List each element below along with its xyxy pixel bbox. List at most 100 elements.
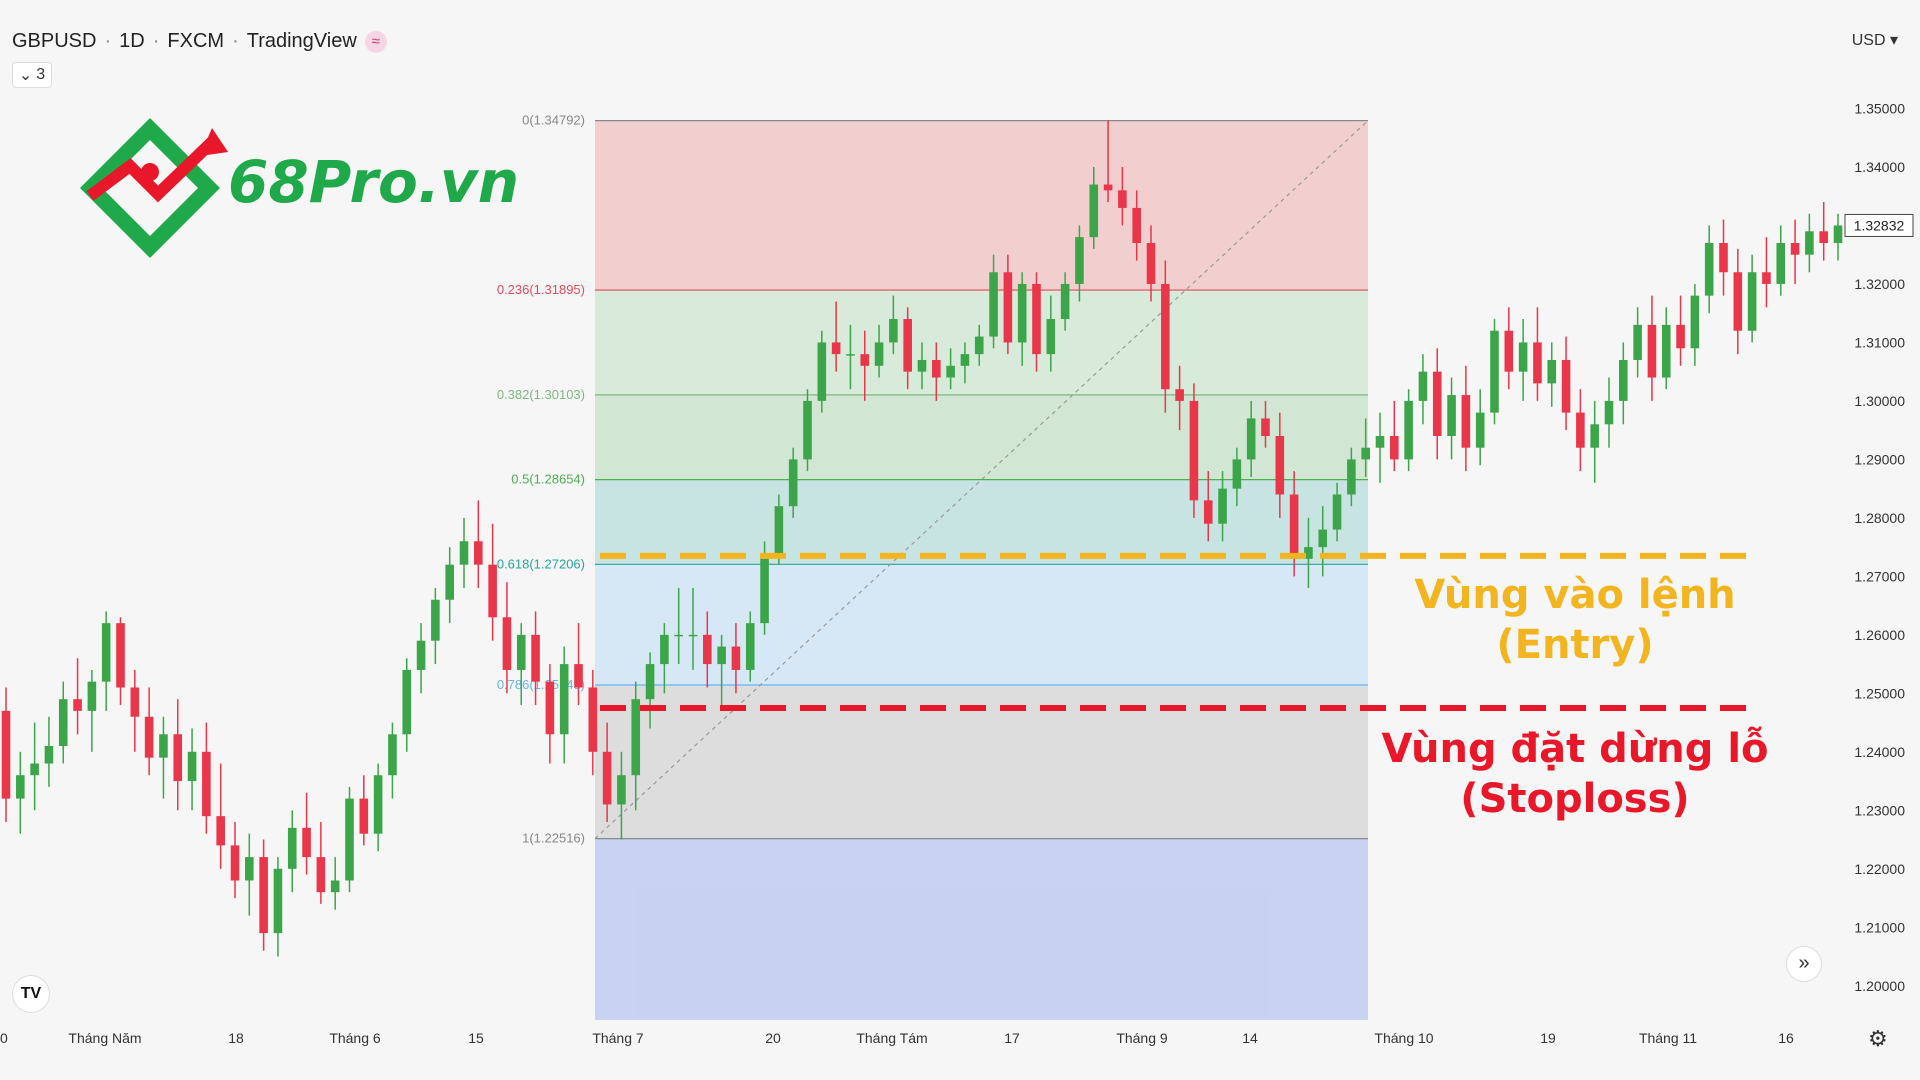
entry-line1: Vùng vào lệnh (1414, 572, 1736, 618)
time-tick-label: 15 (468, 1030, 484, 1046)
candle-body (903, 319, 912, 372)
candle-body (1261, 418, 1270, 436)
candle-body (1075, 237, 1084, 284)
candle-body (230, 845, 240, 881)
candle-body (1003, 272, 1013, 343)
candle-body (803, 400, 812, 460)
entry-line2: (Entry) (1496, 622, 1654, 668)
fib-level-label: 0.382(1.30103) (497, 387, 585, 402)
tradingview-logo-icon[interactable]: TV (12, 975, 50, 1013)
price-tick-label: 1.32000 (1854, 276, 1905, 292)
candle-body (101, 623, 111, 682)
current-price-label: 1.32832 (1854, 217, 1905, 233)
candle-body (874, 342, 884, 366)
candle-body (1361, 447, 1370, 460)
candle-body (1189, 400, 1199, 501)
candle-body (1704, 243, 1714, 296)
candle-body (960, 354, 970, 366)
fib-level-label: 0.236(1.31895) (497, 282, 585, 297)
candle-body (1390, 436, 1399, 460)
scroll-to-realtime-button[interactable]: » (1786, 946, 1822, 982)
price-tick-label: 1.28000 (1854, 510, 1905, 526)
fib-zone (595, 120, 1368, 291)
candle-body (516, 634, 526, 670)
candle-body (58, 699, 68, 746)
wave-icon[interactable]: ≈ (364, 30, 387, 53)
candle-body (974, 336, 984, 355)
candle-body (1776, 243, 1786, 284)
candle-body (1690, 295, 1700, 349)
candle-body (87, 681, 97, 711)
candle-body (846, 354, 855, 356)
fib-level-label: 0.5(1.28654) (511, 472, 585, 487)
candle-body (1275, 436, 1285, 495)
chevron-down-icon: ⌄ (18, 67, 33, 84)
fibonacci-retracement[interactable]: 0(1.34792) 0.236(1.31895) 0.382(1.30103) 0.… (497, 113, 1369, 1020)
gear-icon[interactable]: ⚙ (1868, 1026, 1888, 1051)
candle-body (1733, 272, 1743, 331)
time-tick-label: Tháng 11 (1639, 1030, 1697, 1046)
candle-body (1161, 283, 1170, 390)
candle-body (1547, 359, 1557, 384)
candle-body (1590, 424, 1599, 448)
candle-body (1490, 330, 1499, 413)
time-tick-label: Tháng Năm (68, 1030, 141, 1046)
candle-body (1218, 488, 1227, 524)
candle-body (631, 699, 641, 776)
candle-body (116, 623, 125, 688)
candle-body (459, 541, 469, 565)
time-tick-label: Tháng 10 (1374, 1030, 1433, 1046)
candle-body (545, 681, 555, 735)
indicator-collapse-button[interactable]: ⌄ 3 (12, 62, 52, 88)
candle-body (345, 798, 354, 881)
broker-label: FXCM (167, 30, 225, 52)
candle-body (373, 775, 383, 834)
candle-body (1060, 283, 1070, 320)
symbol-header[interactable]: GBPUSD · 1D · FXCM · TradingView ≈ (12, 30, 387, 53)
time-axis[interactable]: 0 Tháng Năm 18 Tháng 6 15 Tháng 7 20 Tháng Tám 1… (0, 1030, 1794, 1046)
candle-body (1347, 459, 1356, 495)
price-tick-label: 1.25000 (1854, 685, 1905, 701)
source-label: TradingView (246, 30, 357, 52)
candle-body (159, 734, 168, 758)
candle-body (1289, 494, 1299, 559)
candle-body (1146, 243, 1156, 284)
price-axis[interactable]: 1.350001.340001.330001.320001.310001.300… (1844, 100, 1914, 994)
brand-logo-text: 68Pro.vn (228, 148, 520, 216)
candle-body (745, 623, 755, 670)
price-tick-label: 1.21000 (1854, 919, 1905, 935)
time-tick-label: Tháng Tám (856, 1030, 927, 1046)
time-tick-label: Tháng 6 (329, 1030, 381, 1046)
candles (1, 120, 1843, 957)
price-tick-label: 1.29000 (1854, 451, 1905, 467)
candle-body (674, 634, 683, 637)
candle-body (1246, 418, 1256, 460)
candle-body (1118, 190, 1127, 208)
candle-body (130, 687, 140, 717)
candle-body (1132, 207, 1141, 243)
candle-body (1203, 500, 1213, 524)
time-tick-label: 16 (1778, 1030, 1794, 1046)
price-tick-label: 1.23000 (1854, 802, 1905, 818)
candle-body (1533, 342, 1542, 384)
candle-body (1661, 324, 1671, 378)
candle-body (1032, 283, 1041, 355)
candle-body (1089, 184, 1099, 238)
candle-body (1604, 400, 1614, 425)
stoploss-zone-annotation: Vùng đặt dừng lỗ (Stoploss) (1370, 724, 1780, 824)
currency-selector[interactable]: USD ▾ (1851, 32, 1898, 49)
candle-body (1404, 400, 1413, 460)
candle-body (1619, 359, 1628, 401)
fib-level-label: 0(1.34792) (522, 113, 585, 128)
candle-body (703, 634, 712, 665)
candle-body (259, 857, 268, 934)
fib-zone (595, 564, 1368, 685)
time-tick-label: 0 (0, 1030, 8, 1046)
candle-body (1447, 395, 1456, 436)
candle-body (1805, 231, 1814, 255)
indicator-count: 3 (36, 66, 46, 83)
candle-body (1017, 283, 1027, 343)
candle-body (1175, 389, 1184, 401)
candle-body (1518, 342, 1528, 372)
